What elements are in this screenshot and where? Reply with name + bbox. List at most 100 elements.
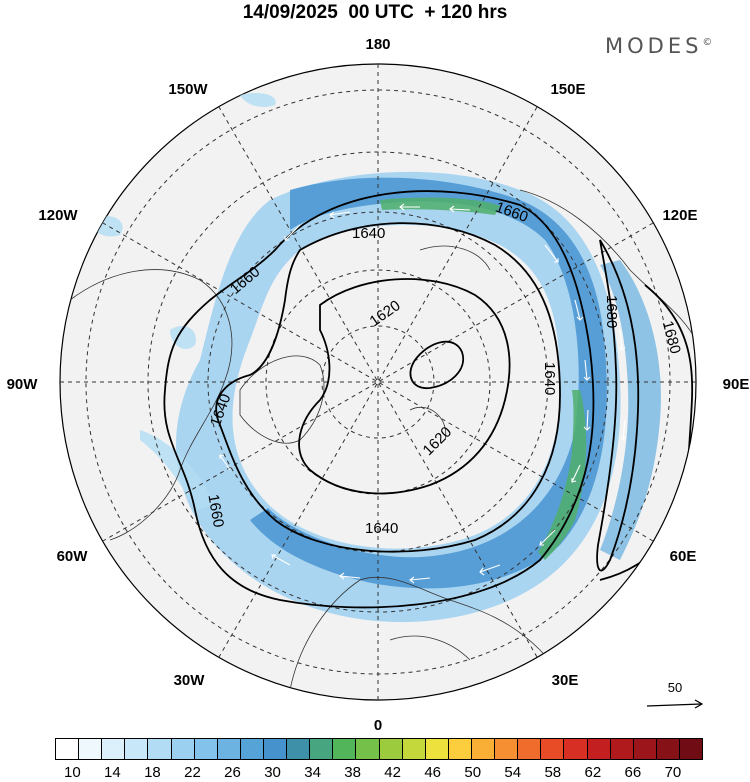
- colorbar-swatch: [240, 739, 264, 759]
- wind-arrow: [409, 576, 431, 584]
- longitude-label: 30E: [552, 672, 579, 689]
- wind-arrow: [219, 454, 231, 471]
- colorbar-swatch: [495, 739, 519, 759]
- wind-arrow: [574, 299, 584, 321]
- wind-arrow: [271, 554, 291, 566]
- colorbar-swatch: [333, 739, 357, 759]
- contour-1640: [215, 222, 561, 553]
- coastline-north-africa: [389, 635, 471, 661]
- meridian-150-330: [218, 106, 538, 658]
- colorbar-swatch: [425, 739, 449, 759]
- colorbar-swatch: [471, 739, 496, 759]
- coastline-north-america: [69, 269, 233, 541]
- colorbar-tick-label: 54: [504, 764, 522, 781]
- wind-arrow: [329, 211, 351, 219]
- colorbar-swatch: [610, 739, 634, 759]
- colorbar-swatch: [564, 739, 588, 759]
- meridian-120-300: [102, 222, 654, 542]
- longitude-label: 90W: [7, 376, 39, 393]
- longitude-label: 60W: [57, 548, 89, 565]
- colorbar-tick-label: 34: [304, 764, 321, 781]
- wind-arrow: [583, 359, 591, 381]
- latitude-circle-70: [265, 269, 491, 495]
- longitude-label: 120E: [662, 207, 697, 224]
- wind-arrow: [479, 564, 501, 576]
- longitude-label: 60E: [670, 548, 697, 565]
- colorbar-swatch: [356, 739, 380, 759]
- wind-arrow: [619, 419, 627, 441]
- reference-vector-label: 50: [667, 680, 683, 695]
- colorbar-tick-label: 30: [264, 764, 281, 781]
- wind-shading-core: [250, 177, 607, 589]
- contour-1680: [596, 239, 640, 572]
- contour-1620-inner: [409, 340, 465, 389]
- colorbar-tick-label: 14: [104, 764, 121, 781]
- colorbar-tick-label: 50: [464, 764, 482, 781]
- wind-arrow: [583, 409, 591, 431]
- longitude-label: 30W: [174, 672, 206, 689]
- longitude-label: 150E: [550, 81, 585, 98]
- contour-label: 1660: [204, 493, 227, 529]
- map-title: 14/09/2025 00 UTC + 120 hrs: [242, 2, 508, 23]
- longitude-label-group: 180 150E 120E 90E 60E 30E 0 30W 60W 90W …: [7, 36, 750, 734]
- coastline-arctic: [409, 245, 491, 441]
- colorbar-swatch: [217, 739, 241, 759]
- wind-arrow: [618, 329, 626, 351]
- wind-arrow: [339, 572, 361, 580]
- wind-arrow: [539, 529, 556, 546]
- coastline-greenland: [239, 355, 325, 444]
- coastline-asia: [519, 189, 696, 351]
- meridian-30-210: [218, 106, 538, 658]
- contour-label: 1640: [352, 225, 385, 242]
- brand-text: MODES: [605, 34, 703, 58]
- colorbar-swatch: [518, 739, 542, 759]
- reference-arrow-icon: [646, 699, 704, 709]
- colorbar-tick-label: 58: [544, 764, 562, 781]
- graticule: [60, 64, 696, 700]
- latitude-circle-80: [321, 325, 435, 439]
- colorbar-tick-label: 10: [64, 764, 81, 781]
- colorbar-swatch: [633, 739, 657, 759]
- contour-label: 1680: [603, 295, 620, 328]
- longitude-label: 180: [365, 36, 390, 53]
- colorbar-tick-label: 42: [384, 764, 401, 781]
- longitude-label: 120W: [38, 207, 78, 224]
- longitude-label: 0: [374, 717, 382, 734]
- wind-arrow: [571, 464, 581, 483]
- longitude-label: 90E: [723, 376, 750, 393]
- colorbar-swatch: [379, 739, 403, 759]
- colorbar-tick-label: 62: [584, 764, 602, 781]
- colorbar-swatch: [541, 739, 565, 759]
- brand-logo: MODES©: [605, 34, 712, 58]
- contour-1660: [163, 190, 595, 609]
- colorbar-swatch: [287, 739, 311, 759]
- colorbar-swatch: [194, 739, 218, 759]
- colorbar: [55, 738, 703, 760]
- colorbar-swatch: [402, 739, 426, 759]
- colorbar-tick-label: 38: [344, 764, 361, 781]
- colorbar-tick-label: 70: [664, 764, 682, 781]
- colorbar-tick-label: 26: [224, 764, 241, 781]
- meridian-60-240: [102, 222, 654, 542]
- colorbar-swatch: [263, 739, 288, 759]
- colorbar-swatch: [171, 739, 195, 759]
- contour-label: 1640: [541, 362, 558, 395]
- colorbar-swatch: [448, 739, 472, 759]
- brand-copyright: ©: [702, 37, 713, 48]
- colorbar-tick-label: 22: [184, 764, 201, 781]
- colorbar-swatch: [79, 739, 103, 759]
- polar-map: 1660 1640 1620 1640 1660 1680 1680 1640 …: [7, 36, 750, 734]
- colorbar-swatch: [102, 739, 126, 759]
- colorbar-tick-label: 18: [144, 764, 161, 781]
- wind-arrow: [284, 224, 301, 241]
- colorbar-swatch: [148, 739, 172, 759]
- colorbar-swatch: [56, 739, 80, 759]
- wind-arrow: [399, 203, 420, 211]
- wind-vectors: [219, 203, 627, 584]
- wind-arrow: [544, 244, 559, 263]
- colorbar-swatch: [679, 739, 703, 759]
- colorbar-ticks: 10 14 18 22 26 30 34 38 42 46 50 54 58 62 66 70: [55, 764, 703, 782]
- colorbar-tick-label: 46: [424, 764, 442, 781]
- colorbar-tick-label: 66: [624, 764, 642, 781]
- colorbar-swatch: [125, 739, 149, 759]
